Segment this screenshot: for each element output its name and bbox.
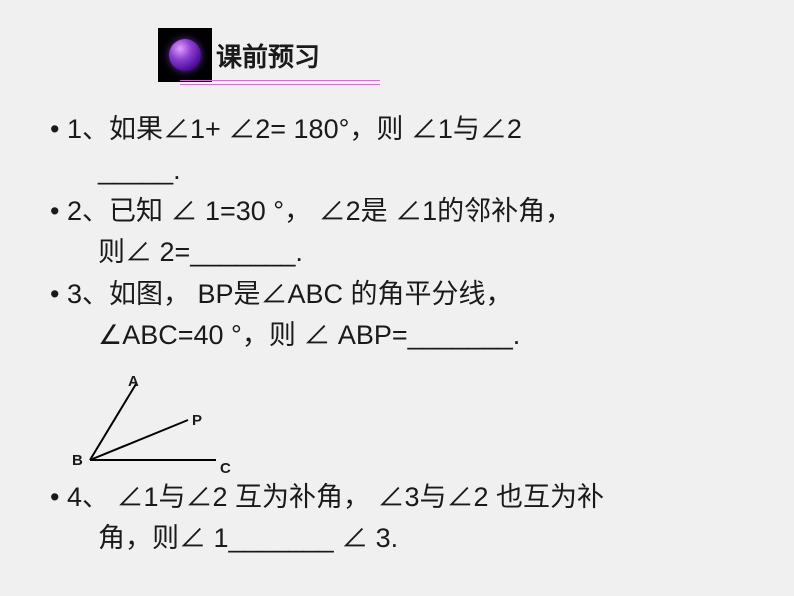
header-underline-2 xyxy=(180,84,380,85)
diagram-label-p: P xyxy=(192,412,202,429)
section-header: 课前预习 xyxy=(158,28,320,82)
content-area: • 1、如果∠1+ ∠2= 180°，则 ∠1与∠2 _____. • 2、已知… xyxy=(50,110,744,357)
line-bp xyxy=(90,420,188,460)
question-3-line-1: • 3、如图， BP是∠ABC 的角平分线， xyxy=(50,275,744,314)
question-2-line-2: 则∠ 2=_______. xyxy=(50,233,744,272)
sphere-icon xyxy=(169,39,201,71)
diagram-label-c: C xyxy=(220,460,231,477)
question-4: • 4、 ∠1与∠2 互为补角， ∠3与∠2 也互为补 角，则∠ 1______… xyxy=(50,478,744,560)
question-4-line-2: 角，则∠ 1_______ ∠ 3. xyxy=(50,519,744,558)
question-4-line-1: • 4、 ∠1与∠2 互为补角， ∠3与∠2 也互为补 xyxy=(50,478,744,517)
diagram-label-a: A xyxy=(128,373,139,390)
question-2-line-1: • 2、已知 ∠ 1=30 °， ∠2是 ∠1的邻补角， xyxy=(50,192,744,231)
header-icon-box xyxy=(158,28,212,82)
header-title: 课前预习 xyxy=(216,37,320,74)
line-ba xyxy=(90,384,136,460)
question-1-line-1: • 1、如果∠1+ ∠2= 180°，则 ∠1与∠2 xyxy=(50,110,744,149)
question-1-line-2: _____. xyxy=(50,151,744,190)
angle-diagram: A P B C xyxy=(86,378,266,473)
question-3-line-2: ∠ABC=40 °，则 ∠ ABP=_______. xyxy=(50,316,744,355)
diagram-label-b: B xyxy=(72,452,83,469)
angle-svg xyxy=(86,378,266,473)
header-underline-1 xyxy=(180,80,380,81)
